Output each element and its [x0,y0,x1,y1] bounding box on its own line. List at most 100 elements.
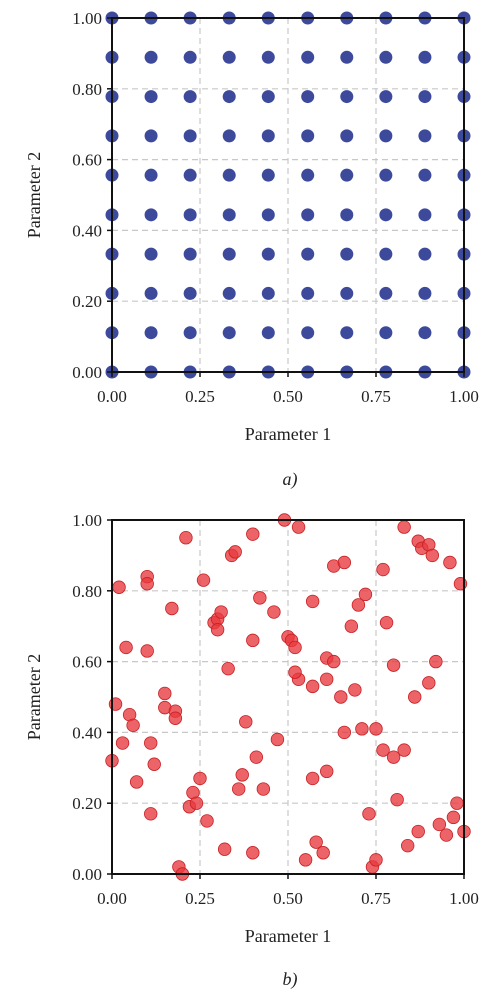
panel-a-point-63 [222,129,236,143]
panel-b-point-86 [298,853,313,867]
panel-a-point-46 [340,208,354,222]
panel-a-point-58 [418,168,432,182]
panel-b-point-32 [288,640,302,655]
panel-a-y-tick-label-0: 0.00 [72,363,102,382]
panel-b-point-40 [386,658,401,672]
panel-a-point-84 [261,50,275,64]
panel-a-y-tick-label-2: 0.40 [72,221,102,240]
panel-b-points [105,513,471,881]
panel-a-point-82 [183,50,197,64]
panel-a-point-71 [144,90,158,104]
panel-a-point-45 [301,208,315,222]
panel-a-point-21 [144,286,158,300]
panel-b-point-97 [450,796,464,810]
panel-b-point-21 [140,644,154,658]
panel-b-point-0 [112,580,126,594]
panel-a-x-tick-label-3: 0.75 [361,387,391,406]
panel-a-point-78 [418,90,432,104]
panel-a-point-23 [222,286,236,300]
panel-a-point-34 [261,247,275,261]
panel-b-point-59 [144,736,158,750]
panel-b-point-6 [228,545,242,559]
panel-b-point-48 [126,718,140,733]
panel-b-point-28 [253,591,267,605]
panel-b-point-74 [376,743,390,757]
panel-a-point-52 [183,168,197,182]
panel-b-point-49 [158,686,172,701]
panel-a-point-65 [301,129,315,143]
panel-a-point-87 [379,50,393,64]
panel-b-x-tick-label-0: 0.00 [97,889,127,908]
panel-b-point-11 [337,555,352,570]
panel-b-point-95 [439,828,454,842]
panel-a-point-17 [379,326,393,340]
panel-a-regular-grid-sampling: 0.00 0.25 0.50 0.75 1.00 0.00 0.20 0.40 0.60 0.80… [24,9,479,490]
panel-a-point-73 [222,90,236,104]
panel-a-point-76 [340,90,354,104]
panel-b-y-tick-label-0: 0.00 [72,865,102,884]
panel-a-point-22 [183,286,197,300]
panel-a-x-tick-label-0: 0.00 [97,387,127,406]
panel-a-point-88 [418,50,432,64]
panel-a-y-tick-label-5: 1.00 [72,9,102,28]
panel-b-point-9 [291,520,306,534]
panel-a-y-axis-title: Parameter 2 [24,152,44,238]
panel-a-x-axis-title: Parameter 1 [245,424,331,444]
panel-b-point-88 [316,846,330,860]
panel-b-point-62 [239,715,253,729]
panel-b-point-79 [144,807,158,821]
panel-a-point-32 [183,247,197,261]
panel-a-x-tick-label-2: 0.50 [273,387,303,406]
panel-b-point-84 [217,842,232,856]
panel-b-point-2 [140,577,154,591]
panel-a-point-77 [379,90,393,104]
panel-a-point-44 [261,208,275,222]
panel-a-point-72 [183,90,197,104]
panel-b-point-45 [288,665,302,679]
panel-a-point-51 [144,168,158,182]
panel-b-point-25 [214,605,228,619]
panel-b-point-66 [256,782,271,796]
panel-a-ticks: 0.00 0.25 0.50 0.75 1.00 0.00 0.20 0.40 0.60 0.80… [72,9,479,406]
panel-b-point-26 [221,661,235,676]
panel-b-point-41 [305,679,320,694]
panel-a-point-11 [144,326,158,340]
panel-a-point-56 [340,168,354,182]
panel-a-point-85 [301,50,315,64]
panel-b-point-37 [351,598,366,612]
panel-a-point-35 [301,247,315,261]
panel-b-point-76 [397,743,411,757]
panel-b-y-tick-label-2: 0.40 [72,723,102,742]
panel-b-point-20 [119,640,133,655]
panel-b-point-60 [147,757,161,771]
panel-a-point-42 [183,208,197,222]
panel-a-point-37 [379,247,393,261]
panel-b-ticks: 0.00 0.25 0.50 0.75 1.00 0.00 0.20 0.40 0.60 0.80… [72,511,479,908]
panel-b-x-axis-title: Parameter 1 [245,926,331,946]
panel-a-point-54 [261,168,275,182]
panel-b-x-tick-label-4: 1.00 [449,889,479,908]
panel-b-point-42 [320,672,334,687]
panel-b-y-tick-label-3: 0.60 [72,653,102,672]
panel-a-point-24 [261,286,275,300]
panel-a-point-27 [379,286,393,300]
panel-b-point-64 [235,768,249,782]
panel-a-y-tick-label-3: 0.60 [72,151,102,170]
panel-b-point-22 [165,601,179,616]
panel-a-point-68 [418,129,432,143]
panel-a-caption: a) [283,469,298,490]
panel-a-point-55 [301,168,315,182]
panel-a-point-14 [261,326,275,340]
panel-a-point-18 [418,326,432,340]
panel-a-point-86 [340,50,354,64]
panel-b-point-35 [327,654,341,669]
panel-a-point-33 [222,247,236,261]
panel-b-point-7 [246,527,260,541]
panel-b-point-3 [179,531,193,545]
panel-b-random-sampling: 0.00 0.25 0.50 0.75 1.00 0.00 0.20 0.40 0.60 0.80… [24,511,479,990]
panel-b-point-73 [369,722,383,736]
panel-a-point-26 [340,286,354,300]
panel-a-y-tick-label-1: 0.20 [72,292,102,311]
panel-a-point-15 [301,326,315,340]
panel-b-point-75 [386,750,401,764]
